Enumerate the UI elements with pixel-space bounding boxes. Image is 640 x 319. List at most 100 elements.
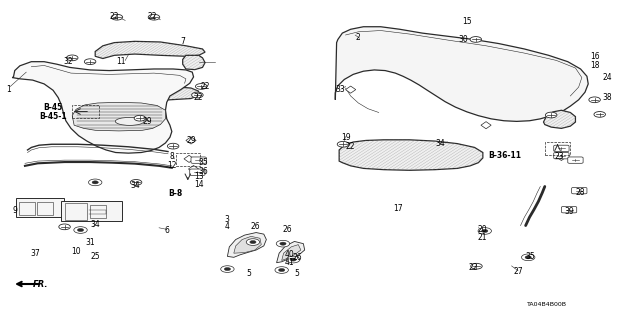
Polygon shape [234,236,261,253]
Text: 21: 21 [477,233,487,242]
Polygon shape [339,140,483,170]
Circle shape [276,240,290,247]
Text: 31: 31 [85,238,95,247]
Circle shape [221,266,234,272]
Text: 18: 18 [590,61,599,70]
Text: 11: 11 [116,56,125,65]
Text: 34: 34 [130,181,140,190]
Text: 5: 5 [246,269,251,278]
Polygon shape [95,41,205,58]
FancyBboxPatch shape [191,157,206,163]
Polygon shape [184,155,194,162]
Polygon shape [120,86,198,101]
Circle shape [482,229,488,233]
Polygon shape [227,233,266,257]
FancyBboxPatch shape [554,145,569,152]
Text: 1: 1 [6,85,11,94]
Circle shape [545,112,557,118]
Text: 39: 39 [564,207,574,216]
Circle shape [195,84,207,89]
Circle shape [337,141,349,147]
Polygon shape [282,245,301,261]
Text: 2: 2 [356,33,361,42]
Circle shape [74,227,87,233]
Text: 30: 30 [458,35,468,44]
FancyBboxPatch shape [561,206,577,213]
Circle shape [134,115,146,121]
Circle shape [478,228,492,234]
Text: 22: 22 [148,12,157,21]
Text: 26: 26 [292,253,302,262]
Circle shape [275,267,289,273]
Text: B-45-1: B-45-1 [39,112,67,121]
Text: 33: 33 [335,85,346,94]
Ellipse shape [115,117,144,125]
Text: 16: 16 [590,52,600,61]
Text: 22: 22 [346,142,355,151]
Circle shape [131,180,142,185]
Text: 35: 35 [199,158,209,167]
Circle shape [290,258,296,261]
Circle shape [84,59,96,64]
Text: 35: 35 [526,252,536,261]
Circle shape [168,143,179,149]
Polygon shape [12,62,193,153]
Circle shape [111,14,123,20]
Circle shape [92,181,99,184]
Circle shape [59,224,70,230]
Circle shape [470,37,481,42]
Circle shape [589,97,600,103]
Polygon shape [481,122,491,129]
Text: 3: 3 [225,215,229,224]
Circle shape [224,268,230,271]
Text: 10: 10 [71,247,81,256]
FancyBboxPatch shape [16,197,64,217]
FancyBboxPatch shape [189,169,205,175]
Circle shape [470,263,482,269]
Text: B-45: B-45 [44,103,63,112]
Text: 32: 32 [63,56,72,65]
Text: 26: 26 [283,225,292,234]
Circle shape [77,228,84,232]
Circle shape [594,112,605,117]
Text: 37: 37 [30,249,40,258]
FancyBboxPatch shape [61,201,122,221]
Text: 29: 29 [143,117,152,126]
Text: TA04B4B00B: TA04B4B00B [527,302,566,308]
Text: 14: 14 [194,180,204,189]
Text: 36: 36 [199,167,209,176]
Circle shape [67,55,78,61]
Circle shape [287,256,300,263]
Text: 38: 38 [603,93,612,102]
Text: 34: 34 [90,220,100,229]
Text: 19: 19 [340,133,350,142]
Text: 22: 22 [468,263,478,272]
Text: 13: 13 [194,172,204,181]
Text: 25: 25 [90,252,100,261]
Text: 8: 8 [170,152,174,161]
Circle shape [148,14,160,20]
Circle shape [246,239,260,245]
Text: 20: 20 [477,225,487,234]
Text: 22: 22 [194,93,204,102]
Text: 12: 12 [167,161,177,170]
Text: B-8: B-8 [168,189,183,198]
Text: 28: 28 [576,188,586,197]
Text: 22: 22 [109,12,119,21]
Circle shape [278,269,285,271]
Text: 9: 9 [12,206,17,215]
Polygon shape [186,137,196,144]
Text: 40: 40 [284,250,294,259]
Polygon shape [276,241,305,263]
Text: 41: 41 [285,258,294,267]
Polygon shape [346,86,356,93]
Circle shape [525,256,531,259]
Text: B-36-11: B-36-11 [489,151,522,160]
Circle shape [280,242,286,245]
Polygon shape [182,55,205,70]
Text: 26: 26 [250,222,260,231]
Text: 17: 17 [393,204,403,213]
Polygon shape [188,166,198,173]
Text: 22: 22 [200,82,210,91]
Text: 6: 6 [164,226,169,234]
